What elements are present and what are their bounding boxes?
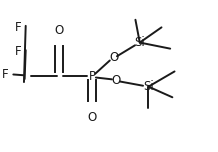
Text: Si: Si	[135, 36, 145, 49]
Text: P: P	[89, 69, 95, 83]
Text: F: F	[15, 45, 21, 58]
Text: O: O	[109, 51, 118, 64]
Text: F: F	[2, 68, 8, 81]
Text: Si: Si	[143, 80, 154, 93]
Text: O: O	[55, 24, 64, 37]
Text: F: F	[15, 21, 21, 34]
Text: O: O	[87, 111, 97, 124]
Text: O: O	[111, 74, 121, 87]
